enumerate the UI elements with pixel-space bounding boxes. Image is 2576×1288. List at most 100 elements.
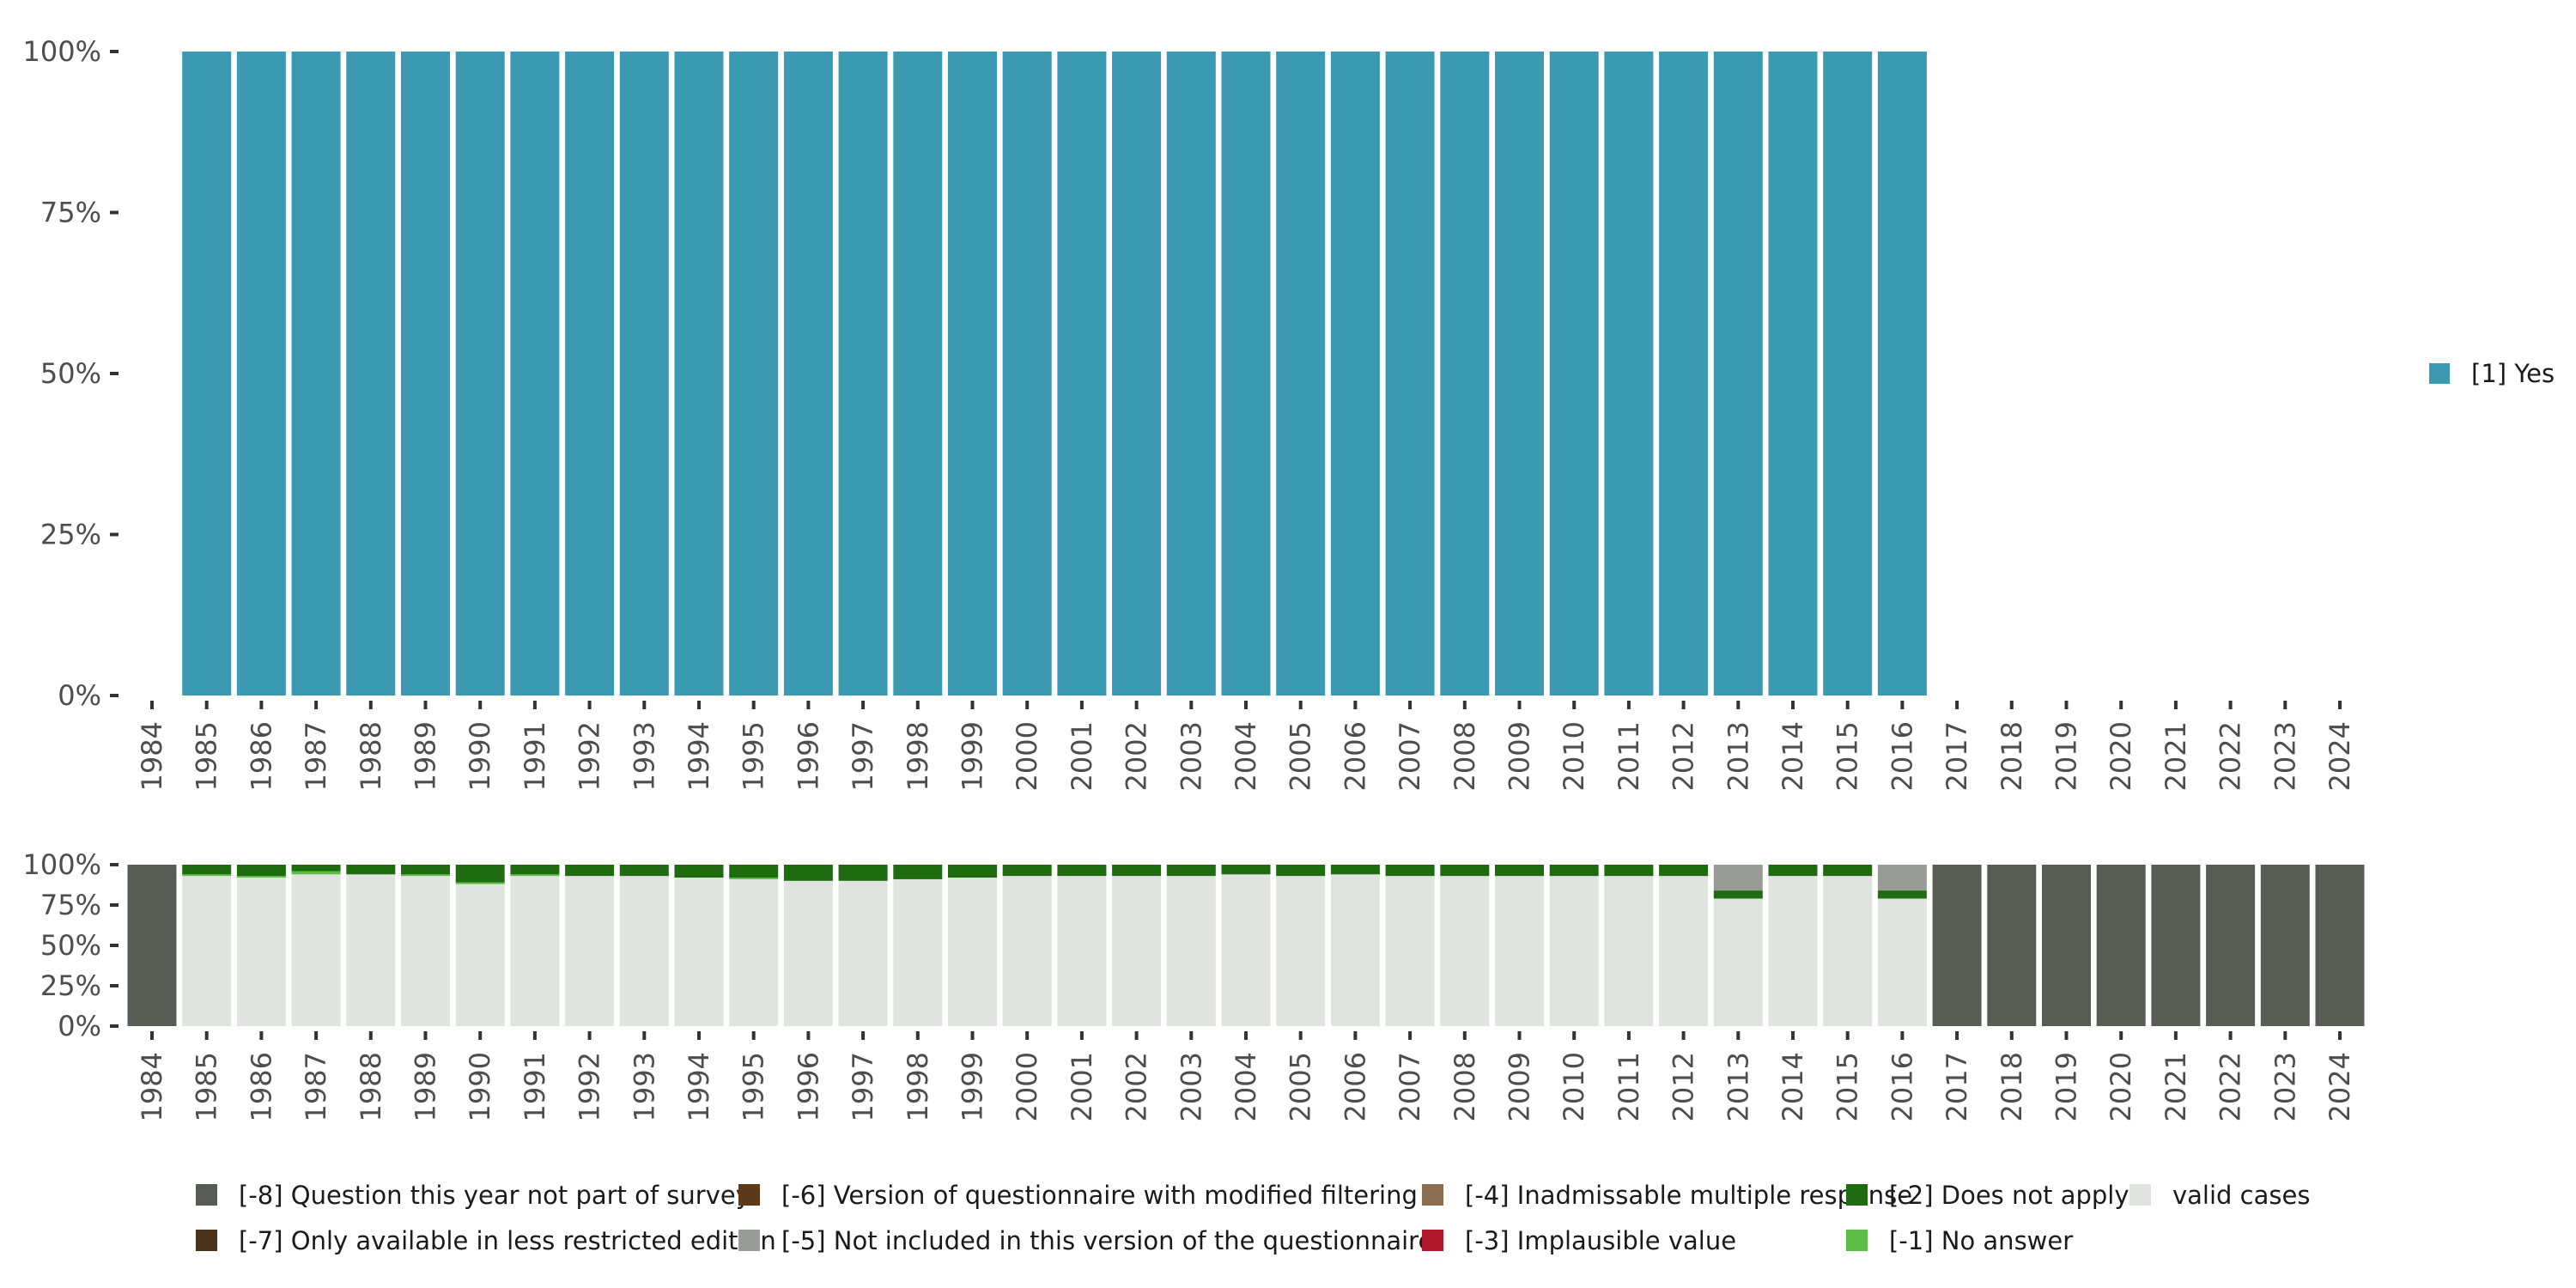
legend-label-1-yes: [1] Yes [2471,359,2555,388]
bar-valid-cases-1997 [838,880,888,1026]
x-tick-label: 2008 [1449,1052,1481,1121]
bar-valid-cases-2000 [1002,876,1052,1026]
bar-valid-cases-2012 [1659,876,1709,1026]
x-tick-label: 2021 [2160,1052,2192,1121]
bar-2-does-not-apply-1987 [291,865,341,872]
x-tick-label: 2023 [2269,1052,2301,1121]
bar-valid-cases-2016 [1877,898,1927,1026]
bar-2-does-not-apply-2006 [1330,865,1380,875]
main-chart: 0% 25% 50% 75% 100% 1984 1985 1986 1987 1988 1989 1… [23,35,2356,791]
x-tick-label: 2020 [2105,1052,2137,1121]
bar-1-yes-1990 [455,52,505,696]
x-tick-label: 2020 [2105,721,2137,791]
bar-2-does-not-apply-2012 [1659,865,1709,877]
bar-2-does-not-apply-1988 [346,865,396,875]
bar-1-yes-1989 [401,52,450,696]
x-tick-label: 2018 [1996,1052,2028,1121]
legend-label-4-inadmissable-multiple-response: [-4] Inadmissable multiple response [1465,1181,1912,1210]
x-tick-label: 2009 [1504,1052,1536,1121]
bar-2-does-not-apply-1994 [674,865,724,878]
x-tick-label: 2018 [1996,721,2028,791]
x-tick-label: 2001 [1066,1052,1098,1121]
bar-valid-cases-2006 [1330,874,1380,1026]
x-tick-label: 2004 [1230,721,1262,791]
x-tick-label: 2000 [1011,1052,1043,1121]
bar-1-yes-2009 [1495,52,1544,696]
bar-1-yes-2011 [1604,52,1654,696]
x-tick-label: 2006 [1339,1052,1371,1121]
bar-5-not-included-in-this-version-of-the-questionnaire-2016 [1877,865,1927,891]
bar-1-yes-1997 [838,52,888,696]
x-tick-label: 2010 [1558,721,1590,791]
bar-2-does-not-apply-2002 [1112,865,1162,877]
bar-2-does-not-apply-1989 [401,865,450,875]
bar-valid-cases-1990 [455,884,505,1026]
bar-1-no-answer-1995 [729,878,779,879]
x-tick-label: 1995 [738,1052,770,1121]
x-tick-label: 2016 [1886,1052,1918,1121]
x-tick-label: 1991 [519,721,551,791]
bar-8-question-this-year-not-part-of-survey-2024 [2315,865,2365,1026]
y-tick-label: 50% [40,357,101,390]
bar-1-yes-1985 [182,52,232,696]
x-tick-label: 2001 [1066,721,1098,791]
bar-1-yes-1987 [291,52,341,696]
bar-2-does-not-apply-1999 [948,865,997,878]
bar-1-yes-1986 [236,52,286,696]
bar-8-question-this-year-not-part-of-survey-2019 [2042,865,2091,1026]
bar-valid-cases-2005 [1276,876,1326,1026]
bar-1-yes-1994 [674,52,724,696]
bar-valid-cases-1994 [674,878,724,1026]
legend-key-1-no-answer [1846,1230,1868,1251]
bar-2-does-not-apply-2007 [1385,865,1435,877]
x-tick-label: 2011 [1613,1052,1645,1121]
bar-1-yes-2003 [1166,52,1216,696]
y-tick-label: 0% [58,1010,101,1042]
bar-valid-cases-2002 [1112,876,1162,1026]
x-tick-label: 2005 [1285,1052,1317,1121]
bar-2-does-not-apply-1985 [182,865,232,875]
bar-2-does-not-apply-2005 [1276,865,1326,877]
bar-2-does-not-apply-1986 [236,865,286,877]
x-tick-label: 2003 [1175,721,1207,791]
x-tick-label: 2012 [1668,721,1700,791]
x-tick-label: 1986 [245,1052,277,1121]
legend-key-5-not-included-in-this-version-of-the-questionnaire [738,1230,760,1251]
x-tick-label: 1994 [683,721,715,791]
legend-label-6-version-of-questionnaire-with-modified-filtering: [-6] Version of questionnaire with modif… [781,1181,1418,1210]
bar-2-does-not-apply-1997 [838,865,888,881]
x-tick-label: 1997 [847,1052,879,1121]
bar-valid-cases-1993 [619,876,669,1026]
bar-2-does-not-apply-2016 [1877,890,1927,899]
x-tick-label: 2019 [2050,721,2083,791]
x-tick-label: 1997 [847,721,879,791]
bar-1-yes-2002 [1112,52,1162,696]
bar-2-does-not-apply-2015 [1823,865,1873,877]
legend-label-2-does-not-apply: [-2] Does not apply [1889,1181,2129,1210]
x-tick-label: 2017 [1941,1052,1973,1121]
x-tick-label: 1999 [957,721,989,791]
x-tick-label: 1987 [300,1052,332,1121]
bar-1-yes-1996 [783,52,833,696]
bar-2-does-not-apply-2010 [1549,865,1599,877]
bar-1-yes-2005 [1276,52,1326,696]
legend-label-3-implausible-value: [-3] Implausible value [1465,1226,1736,1255]
bar-valid-cases-2004 [1221,874,1271,1026]
bar-valid-cases-2003 [1166,876,1216,1026]
x-tick-label: 1985 [191,1052,223,1121]
legend-label-1-no-answer: [-1] No answer [1889,1226,2073,1255]
x-tick-label: 1988 [355,721,387,791]
x-tick-label: 1989 [410,1052,442,1121]
x-tick-label: 1996 [792,1052,824,1121]
x-tick-label: 1991 [519,1052,551,1121]
y-tick-label: 75% [40,889,101,921]
bar-valid-cases-2001 [1057,876,1107,1026]
x-tick-label: 2023 [2269,721,2301,791]
x-tick-label: 1984 [136,1052,168,1121]
x-tick-label: 1984 [136,721,168,791]
bar-1-yes-2010 [1549,52,1599,696]
bar-1-no-answer-1987 [291,871,341,875]
legend-label-valid-cases: valid cases [2172,1181,2310,1210]
bar-valid-cases-1992 [565,876,615,1026]
y-tick-label: 0% [58,679,101,712]
